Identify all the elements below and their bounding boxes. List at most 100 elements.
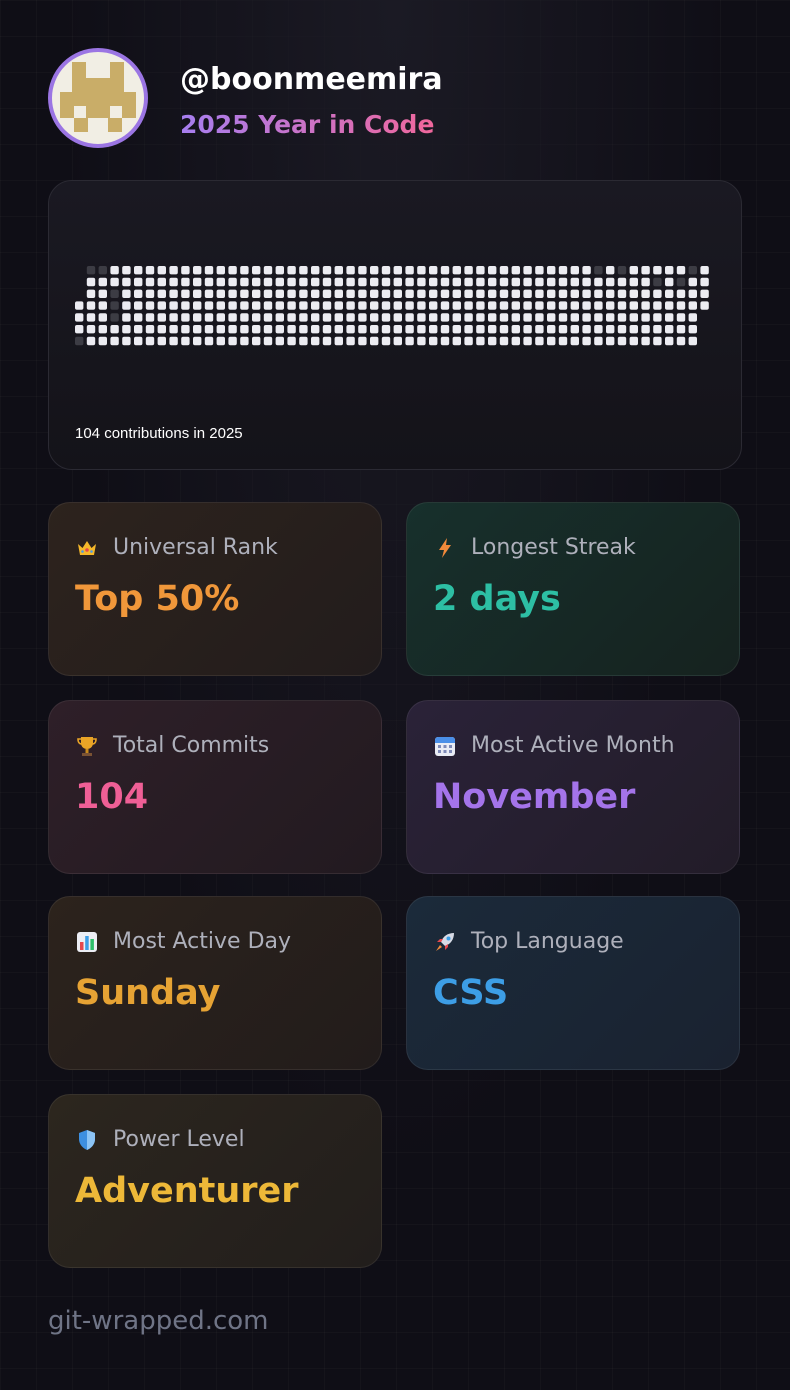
contribution-cell: [181, 277, 190, 287]
stat-value-longest-streak: 2 days: [433, 579, 561, 619]
contribution-cell: [228, 336, 237, 346]
contribution-cell: [688, 266, 697, 275]
contribution-cell: [169, 313, 178, 322]
contribution-cell: [275, 336, 284, 346]
contribution-cell: [476, 277, 485, 287]
contribution-cell: [452, 277, 461, 287]
contribution-cell: [511, 336, 520, 346]
contribution-cell: [629, 277, 638, 287]
contribution-cell: [547, 277, 556, 287]
contribution-cell: [263, 301, 273, 310]
contribution-cell: [193, 277, 202, 287]
contribution-cell: [193, 289, 202, 298]
contribution-cell: [299, 277, 308, 287]
contribution-cell: [523, 289, 532, 298]
rocket-icon: [433, 930, 457, 954]
contribution-cell: [523, 325, 532, 334]
contribution-cell: [676, 313, 686, 322]
contribution-cell: [499, 336, 509, 346]
contribution-cell: [381, 336, 391, 346]
contribution-cell: [700, 266, 709, 275]
contribution-cell: [240, 266, 249, 275]
crown-icon: [75, 536, 99, 560]
contribution-cell: [665, 313, 674, 322]
contribution-cell: [263, 313, 273, 322]
contribution-cell: [86, 313, 96, 322]
contribution-cell: [417, 301, 426, 310]
contribution-cell: [393, 313, 402, 322]
contribution-cell: [334, 266, 343, 275]
contribution-cell: [499, 301, 509, 310]
contribution-cell: [700, 277, 709, 287]
contribution-cell: [98, 336, 107, 346]
contribution-cell: [110, 325, 119, 334]
contribution-cell: [393, 266, 402, 275]
contribution-cell: [334, 277, 343, 287]
contribution-cell: [181, 336, 190, 346]
contribution-cell: [464, 289, 473, 298]
contribution-cell: [75, 301, 84, 310]
contribution-cell: [558, 336, 568, 346]
contribution-cell: [464, 301, 473, 310]
contribution-cell: [75, 313, 84, 322]
contribution-cell: [570, 325, 579, 334]
contribution-cell: [370, 266, 379, 275]
contribution-cell: [440, 301, 450, 310]
contribution-cell: [322, 266, 332, 275]
footer-site-link[interactable]: git-wrapped.com: [48, 1306, 269, 1336]
contribution-cell: [582, 266, 591, 275]
contribution-cell: [334, 289, 343, 298]
contribution-cell: [393, 325, 402, 334]
contribution-cell: [594, 277, 603, 287]
contribution-cell: [511, 289, 520, 298]
contribution-cell: [346, 336, 355, 346]
contribution-cell: [617, 313, 627, 322]
contribution-cell: [511, 325, 520, 334]
contribution-cell: [582, 289, 591, 298]
contribution-cell: [594, 301, 603, 310]
bar-chart-icon: [75, 930, 99, 954]
contribution-cell: [204, 325, 214, 334]
contribution-cell: [322, 289, 332, 298]
contribution-grid: [75, 266, 709, 346]
contribution-cell: [287, 325, 296, 334]
contribution-cell: [110, 301, 119, 310]
contribution-cell: [582, 313, 591, 322]
contribution-cell: [570, 336, 579, 346]
contribution-cell: [417, 289, 426, 298]
contribution-cell: [110, 266, 119, 275]
contribution-cell: [263, 266, 273, 275]
contribution-cell: [98, 325, 107, 334]
shield-icon: [75, 1128, 99, 1152]
avatar: [48, 48, 148, 148]
contribution-cell: [629, 336, 638, 346]
contribution-cell: [641, 266, 650, 275]
contribution-cell: [370, 313, 379, 322]
contribution-cell: [240, 277, 249, 287]
contribution-cell: [216, 313, 225, 322]
contribution-cell: [252, 325, 261, 334]
contribution-cell: [405, 277, 414, 287]
contribution-cell: [145, 277, 155, 287]
contribution-cell: [476, 301, 485, 310]
contribution-cell: [216, 277, 225, 287]
contribution-cell: [204, 289, 214, 298]
contribution-cell: [488, 289, 497, 298]
contribution-cell: [499, 313, 509, 322]
contribution-cell: [157, 289, 166, 298]
contribution-cell: [535, 313, 544, 322]
contribution-cell: [488, 277, 497, 287]
contribution-cell: [381, 289, 391, 298]
contribution-cell: [86, 301, 96, 310]
contribution-cell: [252, 313, 261, 322]
contribution-cell: [535, 277, 544, 287]
contribution-cell: [204, 301, 214, 310]
stat-label-total-commits: Total Commits: [75, 733, 269, 758]
contribution-cell: [275, 313, 284, 322]
contribution-cell: [594, 313, 603, 322]
contribution-cell: [322, 313, 332, 322]
contribution-cell: [216, 301, 225, 310]
contribution-cell: [169, 336, 178, 346]
contribution-cell: [110, 336, 119, 346]
contribution-cell: [169, 266, 178, 275]
